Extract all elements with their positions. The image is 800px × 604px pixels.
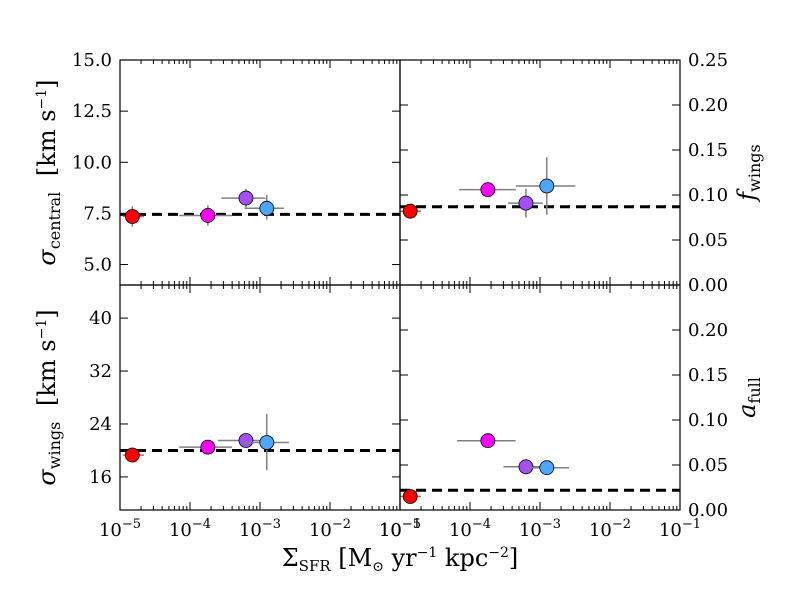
panel-frame	[399, 284, 681, 511]
data-points	[122, 414, 290, 471]
y-tick-label: 12.5	[72, 101, 112, 122]
data-marker	[539, 460, 555, 476]
data-marker	[480, 433, 496, 449]
y-axis-label: afull	[733, 377, 764, 418]
data-marker	[518, 195, 534, 211]
data-marker	[200, 439, 216, 455]
panel-sigma-central: 5.0 7.5 10.0 12.5 15.0 σcentral [km s−1]	[33, 50, 401, 286]
y-tick-label: 15.0	[72, 50, 112, 71]
data-marker	[518, 459, 534, 475]
x-tick-label: 10−2	[309, 517, 351, 541]
y-tick-label: 0.00	[688, 275, 728, 296]
y-tick-label: 16	[89, 467, 112, 488]
x-axis-label: ΣSFR [M⊙ yr−1 kpc−2]	[282, 544, 519, 575]
y-tick-label: 0.25	[688, 50, 728, 71]
data-marker	[200, 208, 216, 223]
x-tick-label: 10−4	[169, 517, 211, 541]
data-marker	[402, 489, 418, 504]
y-tick-label: 0.10	[688, 410, 728, 431]
data-marker	[259, 435, 275, 450]
panel-frame	[399, 59, 681, 286]
x-tick-label: 10−1	[659, 517, 701, 541]
panel-sigma-wings: 16 24 32 40 σwings [km s−1]	[33, 284, 401, 511]
y-tick-label: 0.00	[688, 500, 728, 521]
x-tick-label: 10−5	[99, 517, 141, 541]
y-tick-label: 40	[89, 308, 112, 329]
data-marker	[480, 182, 496, 198]
x-tick-label: 10−5	[379, 517, 421, 541]
y-tick-label: 32	[89, 361, 112, 382]
y-tick-label: 24	[89, 414, 112, 435]
y-tick-label: 7.5	[83, 203, 112, 224]
panel-a-full: 0.00 0.05 0.10 0.15 0.20 afull	[399, 284, 764, 521]
y-axis-label: σwings [km s−1]	[33, 309, 64, 485]
y-axis-label: σcentral [km s−1]	[33, 79, 64, 265]
panel-frame	[119, 284, 401, 511]
y-tick-label: 0.15	[688, 140, 728, 161]
data-marker	[124, 209, 140, 224]
data-marker	[539, 178, 555, 194]
x-tick-label: 10−1	[379, 517, 421, 541]
data-marker	[402, 203, 418, 219]
y-tick-label: 0.10	[688, 185, 728, 206]
y-axis-label: fwings	[733, 144, 764, 202]
y-tick-label: 0.05	[688, 455, 728, 476]
data-points	[400, 157, 576, 219]
panel-frame	[119, 59, 401, 286]
y-tick-label: 0.05	[688, 230, 728, 251]
y-tick-label: 5.0	[83, 255, 112, 276]
y-tick-label: 10.0	[72, 152, 112, 173]
data-marker	[124, 447, 140, 463]
data-marker	[238, 433, 254, 448]
data-points	[122, 188, 284, 227]
panel-f-wings: 0.00 0.05 0.10 0.15 0.20 0.25 fwings	[399, 50, 764, 296]
x-tick-label: 10−3	[239, 517, 281, 541]
x-tick-label: 10−4	[449, 517, 491, 541]
y-tick-label: 0.20	[688, 95, 728, 116]
y-tick-label: 0.15	[688, 365, 728, 386]
x-tick-label: 10−3	[519, 517, 561, 541]
data-points	[400, 433, 570, 504]
data-marker	[238, 190, 254, 206]
x-tick-label: 10−2	[589, 517, 631, 541]
y-tick-label: 0.20	[688, 320, 728, 341]
data-marker	[259, 200, 275, 216]
